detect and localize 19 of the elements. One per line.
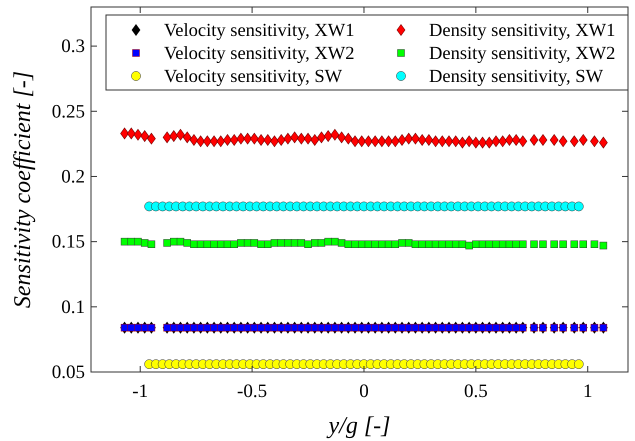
x-tick-label: 1 — [582, 381, 592, 402]
y-axis-title: Sensitivity coefficient [-] — [10, 70, 36, 308]
x-tick-label: -0.5 — [237, 381, 268, 402]
y-tick-label: 0.25 — [52, 101, 85, 122]
y-tick-label: 0.3 — [61, 36, 85, 58]
x-tick-label: -1 — [132, 381, 148, 402]
legend-label: Density sensitivity, XW2 — [429, 44, 616, 64]
legend-label: Velocity sensitivity, SW — [164, 67, 343, 87]
y-tick-label: 0.05 — [52, 362, 85, 383]
x-axis-title: y/g [-] — [326, 413, 390, 439]
legend-label: Density sensitivity, XW1 — [429, 21, 616, 41]
y-tick-label: 0.2 — [61, 166, 85, 188]
y-tick-label: 0.1 — [61, 296, 85, 318]
x-tick-label: 0.5 — [464, 381, 488, 402]
y-tick-label: 0.15 — [52, 232, 85, 253]
legend-label: Velocity sensitivity, XW2 — [164, 44, 354, 64]
legend-label: Velocity sensitivity, XW1 — [164, 21, 354, 41]
x-tick-label: 0 — [359, 381, 369, 402]
legend-label: Density sensitivity, SW — [429, 67, 604, 87]
